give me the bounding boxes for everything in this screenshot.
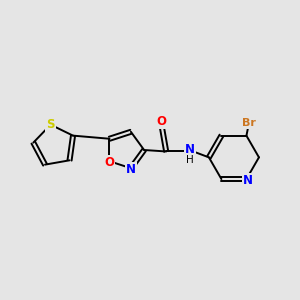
Text: H: H xyxy=(186,155,194,165)
Text: S: S xyxy=(46,118,55,131)
Text: O: O xyxy=(157,115,167,128)
Text: N: N xyxy=(185,143,195,157)
Text: N: N xyxy=(243,174,253,187)
Text: Br: Br xyxy=(242,118,256,128)
Text: O: O xyxy=(104,156,115,169)
Text: N: N xyxy=(126,163,136,176)
